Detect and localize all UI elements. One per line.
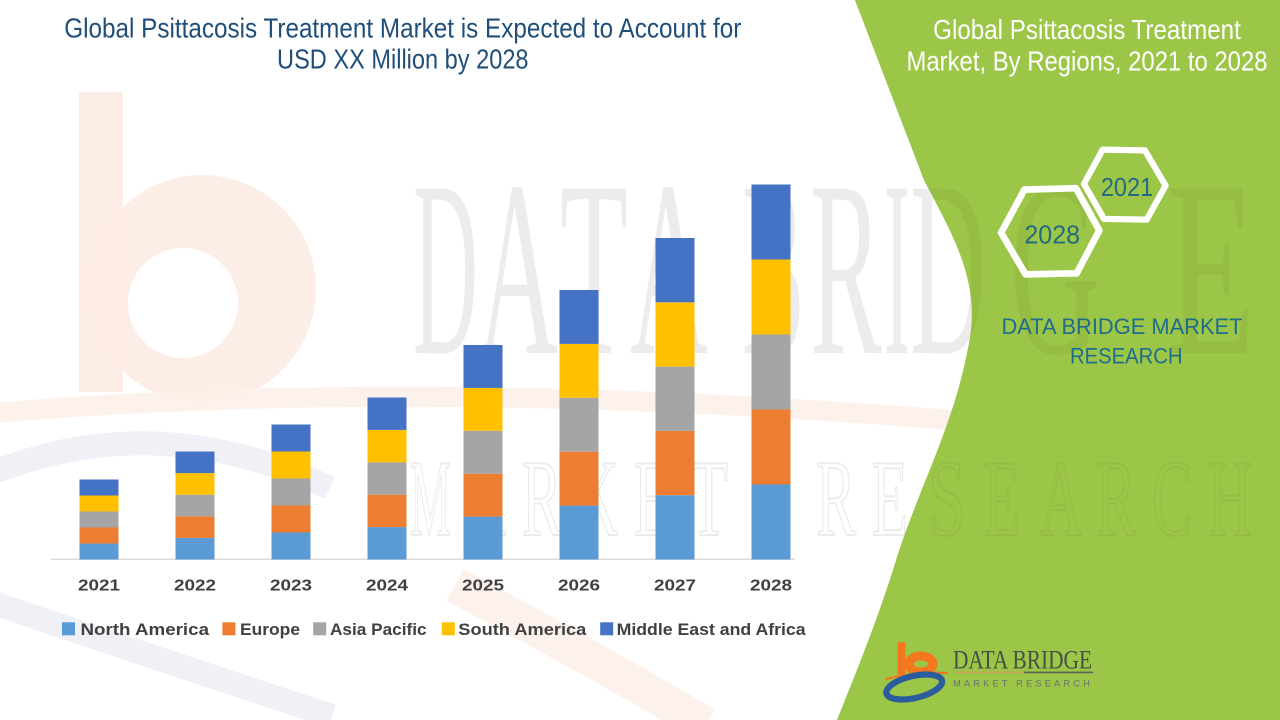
svg-text:Europe: Europe (240, 620, 300, 639)
svg-text:Global Psittacosis Treatment: Global Psittacosis Treatment (933, 14, 1241, 45)
svg-text:Global Psittacosis Treatment M: Global Psittacosis Treatment Market is E… (64, 12, 741, 43)
svg-text:South America: South America (458, 620, 587, 639)
svg-text:2021: 2021 (78, 578, 120, 595)
svg-text:North America: North America (81, 620, 210, 639)
svg-text:MARKET RESEARCH: MARKET RESEARCH (953, 678, 1093, 688)
svg-text:2028: 2028 (750, 578, 792, 595)
svg-text:DATA BRIDGE: DATA BRIDGE (953, 645, 1092, 674)
svg-text:Asia Pacific: Asia Pacific (330, 620, 427, 639)
svg-text:USD XX Million by 2028: USD XX Million by 2028 (277, 44, 529, 75)
svg-text:RESEARCH: RESEARCH (1070, 344, 1183, 369)
svg-text:Middle East and Africa: Middle East and Africa (617, 620, 807, 639)
svg-text:2026: 2026 (558, 578, 600, 595)
svg-text:2021: 2021 (1101, 174, 1153, 202)
svg-text:2024: 2024 (366, 578, 408, 595)
svg-text:2022: 2022 (174, 578, 216, 595)
svg-text:DATA BRIDGE MARKET: DATA BRIDGE MARKET (1002, 314, 1243, 339)
svg-text:Market, By Regions, 2021 to 20: Market, By Regions, 2021 to 2028 (907, 46, 1268, 77)
svg-text:2023: 2023 (270, 578, 312, 595)
svg-text:2027: 2027 (654, 578, 696, 595)
svg-text:2028: 2028 (1024, 219, 1080, 249)
svg-text:2025: 2025 (462, 578, 504, 595)
